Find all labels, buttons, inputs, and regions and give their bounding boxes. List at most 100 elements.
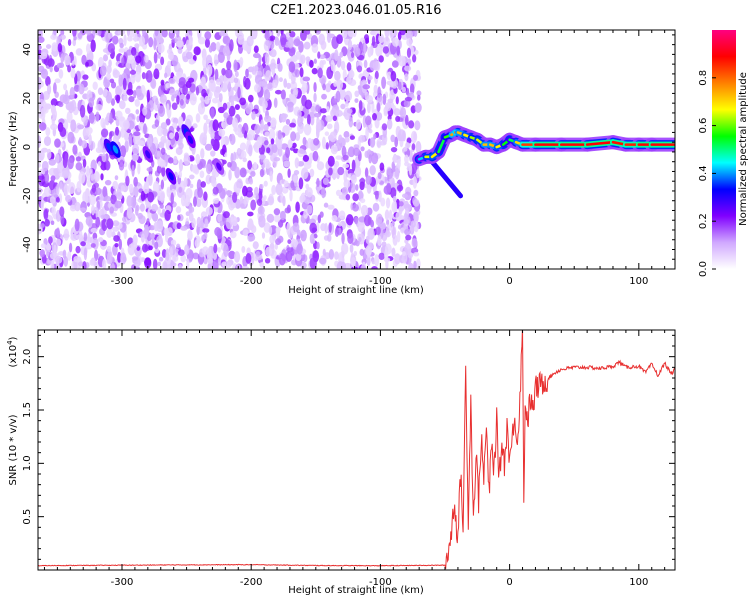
noise-speck [186, 93, 191, 100]
noise-speck [289, 31, 296, 38]
noise-speck [248, 178, 254, 185]
noise-speck [230, 231, 237, 239]
noise-speck [240, 150, 247, 159]
noise-speck [377, 235, 382, 247]
noise-speck [38, 65, 45, 73]
noise-speck [247, 211, 254, 217]
noise-speck [103, 54, 109, 62]
noise-speck [185, 51, 193, 60]
noise-speck [344, 136, 350, 143]
snr-exponent-base: (x10 [8, 345, 19, 368]
noise-speck [390, 70, 397, 82]
noise-speck [45, 75, 51, 87]
noise-speck [254, 124, 261, 135]
noise-speck [299, 30, 307, 41]
noise-speck [323, 202, 329, 208]
noise-speck [292, 175, 298, 183]
noise-speck [346, 108, 353, 114]
noise-speck [183, 177, 188, 187]
noise-speck [67, 131, 75, 144]
noise-speck [343, 130, 350, 139]
noise-speck [405, 30, 414, 40]
noise-speck [178, 142, 184, 150]
noise-speck [376, 102, 381, 113]
noise-speck [371, 101, 375, 114]
noise-speck [93, 206, 99, 214]
noise-speck [156, 125, 164, 137]
noise-speck [377, 172, 382, 180]
colorbar-tick-label: 0.4 [698, 165, 709, 181]
noise-speck [397, 129, 406, 142]
noise-speck [122, 77, 127, 90]
noise-speck [40, 223, 45, 228]
spectrogram-x-tick-label: -300 [111, 276, 134, 287]
noise-speck [395, 115, 401, 123]
noise-speck [105, 91, 113, 104]
noise-speck [132, 185, 139, 198]
noise-speck [95, 146, 103, 154]
colorbar-tick-label: 0.6 [698, 118, 709, 134]
noise-speck [135, 109, 140, 115]
noise-speck [44, 172, 50, 184]
noise-speck [348, 116, 354, 128]
noise-speck [341, 232, 345, 245]
noise-speck [229, 199, 233, 205]
noise-speck [212, 259, 219, 269]
noise-speck [347, 39, 353, 51]
snr-panel: -300 -200 -100 0 100 0.5 1.0 1.5 2.0 Height of s… [6, 329, 676, 596]
noise-speck [120, 252, 127, 265]
noise-speck [123, 34, 127, 47]
noise-speck [336, 261, 345, 269]
noise-speck [416, 90, 422, 97]
noise-speck [309, 222, 317, 234]
noise-speck [160, 147, 166, 155]
noise-speck [109, 78, 115, 84]
noise-speck [207, 64, 213, 77]
noise-speck [63, 184, 69, 197]
noise-speck [292, 88, 298, 99]
noise-speck [324, 222, 328, 234]
noise-speck [130, 242, 138, 250]
colorbar: 0.0 0.2 0.4 0.6 0.8 Normalized spectral ampl… [698, 30, 749, 277]
noise-speck [44, 218, 50, 227]
noise-speck [311, 67, 318, 75]
noise-speck [280, 89, 286, 100]
noise-speck [386, 168, 394, 179]
noise-speck [363, 42, 367, 54]
noise-speck [386, 118, 393, 130]
noise-speck [95, 104, 103, 111]
noise-speck [222, 35, 231, 45]
snr-x-axis-label: Height of straight line (km) [288, 585, 424, 596]
noise-speck [161, 30, 168, 38]
noise-speck [337, 166, 345, 176]
noise-speck [282, 195, 286, 207]
noise-speck [245, 68, 249, 78]
noise-speck [283, 180, 289, 188]
noise-speck [288, 93, 294, 100]
noise-speck [126, 195, 133, 208]
noise-speck [273, 214, 281, 223]
spectrogram-x-tick-label: -200 [240, 276, 263, 287]
noise-speck [327, 204, 335, 210]
noise-speck [60, 214, 65, 226]
noise-speck [271, 79, 279, 89]
noise-speck [344, 90, 353, 102]
noise-speck [55, 238, 62, 246]
noise-speck [38, 44, 42, 51]
noise-speck [386, 71, 392, 81]
noise-speck [87, 168, 93, 175]
noise-speck [325, 142, 330, 150]
noise-speck [286, 222, 291, 236]
noise-speck [219, 188, 226, 199]
noise-speck [222, 211, 230, 219]
noise-speck [395, 96, 399, 105]
noise-speck [201, 88, 207, 98]
noise-speck [50, 34, 58, 41]
noise-speck [404, 73, 409, 82]
noise-speck [261, 232, 266, 239]
noise-speck [338, 88, 346, 100]
noise-speck [112, 180, 119, 190]
noise-speck [157, 43, 165, 54]
noise-speck [404, 154, 409, 164]
